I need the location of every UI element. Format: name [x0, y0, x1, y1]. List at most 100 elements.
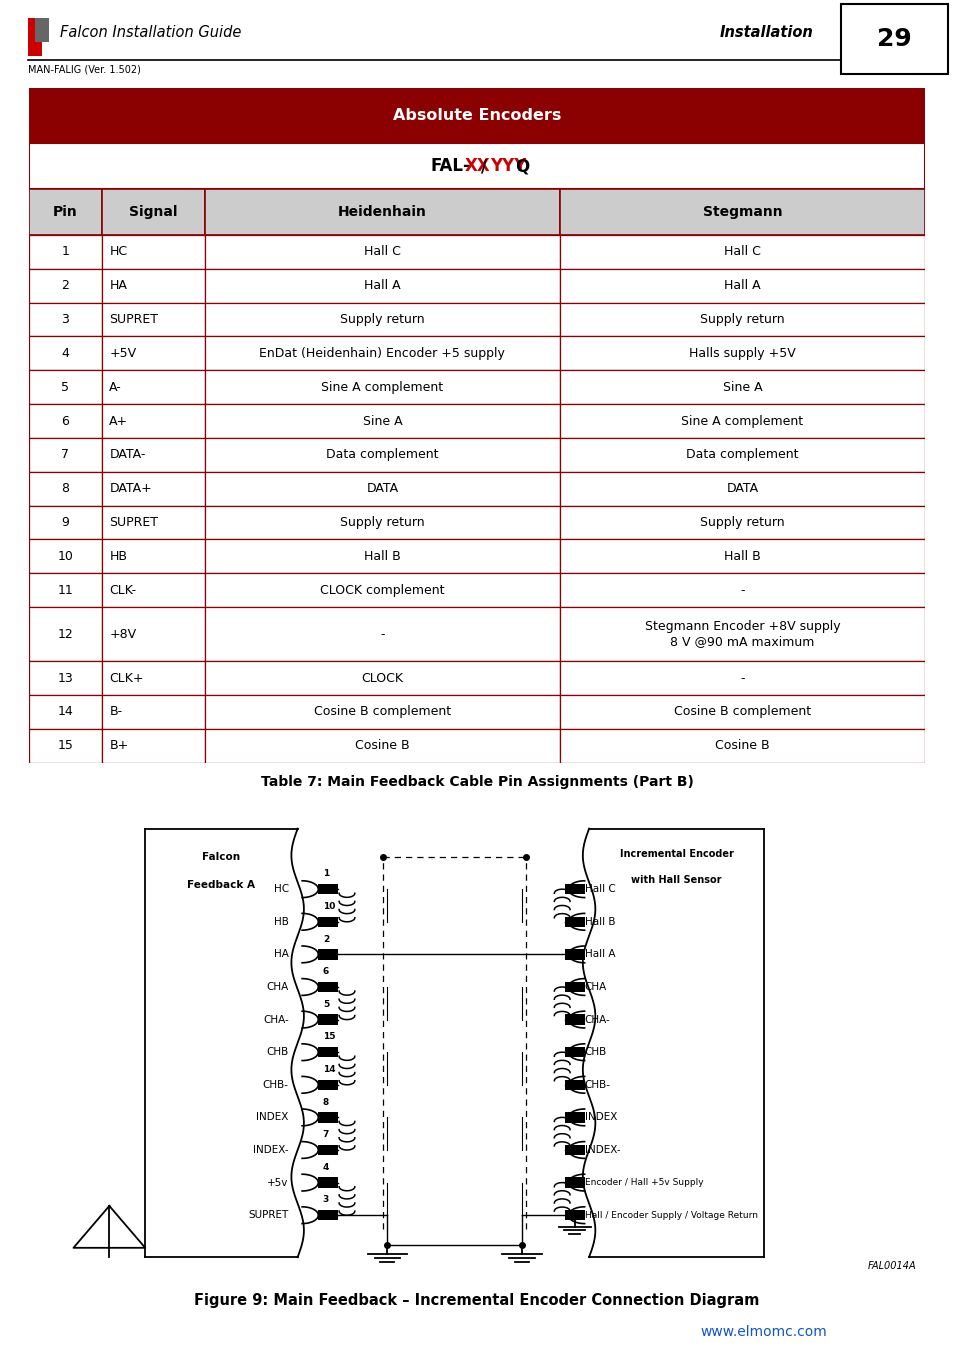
Text: 11: 11 — [57, 583, 73, 597]
Text: 1: 1 — [322, 869, 329, 879]
Bar — [558, 336, 924, 370]
Text: Table 7: Main Feedback Cable Pin Assignments (Part B): Table 7: Main Feedback Cable Pin Assignm… — [260, 775, 693, 788]
Text: 14: 14 — [322, 1065, 335, 1075]
Bar — [102, 608, 205, 662]
Text: 15: 15 — [57, 740, 73, 752]
Text: CLK-: CLK- — [110, 583, 136, 597]
Bar — [102, 370, 205, 404]
Text: DATA: DATA — [725, 482, 758, 495]
Bar — [318, 917, 337, 927]
Text: Installation: Installation — [720, 24, 813, 39]
Text: Supply return: Supply return — [339, 313, 424, 325]
Bar — [102, 729, 205, 763]
Text: Cosine B complement: Cosine B complement — [673, 706, 810, 718]
Bar — [102, 662, 205, 695]
Text: Encoder / Hall +5v Supply: Encoder / Hall +5v Supply — [584, 1179, 702, 1187]
Text: SUPRET: SUPRET — [110, 313, 158, 325]
Text: 29: 29 — [876, 27, 911, 51]
Text: Sine A: Sine A — [721, 381, 761, 394]
Text: CHB-: CHB- — [262, 1080, 289, 1089]
Text: DATA+: DATA+ — [110, 482, 152, 495]
Bar — [29, 404, 102, 437]
Bar — [205, 404, 558, 437]
Text: 7: 7 — [61, 448, 70, 462]
Bar — [558, 608, 924, 662]
Bar — [205, 506, 558, 540]
Text: 13: 13 — [57, 672, 73, 684]
Bar — [102, 189, 205, 235]
Text: Hall C: Hall C — [723, 246, 760, 258]
Bar — [564, 1014, 584, 1025]
Bar — [205, 370, 558, 404]
Text: Hall B: Hall B — [723, 549, 760, 563]
Bar — [29, 506, 102, 540]
Bar — [102, 574, 205, 608]
Text: +5V: +5V — [110, 347, 136, 360]
Text: CHA-: CHA- — [263, 1015, 289, 1025]
Text: EnDat (Heidenhain) Encoder +5 supply: EnDat (Heidenhain) Encoder +5 supply — [259, 347, 505, 360]
Bar — [318, 884, 337, 894]
Bar — [102, 302, 205, 336]
Text: Feedback A: Feedback A — [187, 879, 255, 890]
Bar — [564, 884, 584, 894]
Text: FAL0014A: FAL0014A — [867, 1261, 916, 1272]
Bar — [102, 695, 205, 729]
Bar — [318, 1210, 337, 1220]
Bar — [558, 404, 924, 437]
Text: HB: HB — [110, 549, 127, 563]
Bar — [205, 189, 558, 235]
Text: CHA-: CHA- — [584, 1015, 610, 1025]
Bar — [102, 269, 205, 302]
Bar — [29, 729, 102, 763]
Text: Figure 9: Main Feedback – Incremental Encoder Connection Diagram: Figure 9: Main Feedback – Incremental En… — [194, 1292, 759, 1308]
Bar — [29, 695, 102, 729]
Bar — [205, 695, 558, 729]
Text: Supply return: Supply return — [700, 516, 784, 529]
Text: Hall A: Hall A — [364, 279, 400, 292]
Text: MAN-FALIG (Ver. 1.502): MAN-FALIG (Ver. 1.502) — [28, 65, 141, 74]
Text: 10: 10 — [57, 549, 73, 563]
Text: +8V: +8V — [110, 628, 136, 641]
Text: CHA: CHA — [266, 981, 289, 992]
Bar — [558, 540, 924, 574]
Text: Signal: Signal — [130, 205, 178, 219]
Bar — [102, 235, 205, 269]
Text: Sine A: Sine A — [362, 414, 402, 428]
Text: HA: HA — [274, 949, 289, 960]
Bar — [102, 437, 205, 471]
Text: 12: 12 — [57, 628, 73, 641]
Text: CHA: CHA — [584, 981, 606, 992]
Bar — [318, 981, 337, 992]
Text: Stegmann Encoder +8V supply
8 V @90 mA maximum: Stegmann Encoder +8V supply 8 V @90 mA m… — [644, 620, 840, 648]
Text: 10: 10 — [322, 902, 335, 911]
Text: HC: HC — [110, 246, 128, 258]
Text: Cosine B: Cosine B — [715, 740, 769, 752]
Bar — [205, 729, 558, 763]
Bar — [558, 189, 924, 235]
Text: 5: 5 — [61, 381, 70, 394]
Bar — [558, 235, 924, 269]
Bar — [102, 506, 205, 540]
Text: CHB: CHB — [584, 1048, 606, 1057]
Bar — [29, 574, 102, 608]
Bar — [318, 1112, 337, 1122]
Bar — [205, 471, 558, 506]
Text: Data complement: Data complement — [326, 448, 438, 462]
Text: 2: 2 — [322, 934, 329, 944]
Bar — [205, 302, 558, 336]
Text: 6: 6 — [61, 414, 70, 428]
Bar — [29, 437, 102, 471]
Text: Hall B: Hall B — [584, 917, 615, 927]
Text: CHB: CHB — [266, 1048, 289, 1057]
Bar — [558, 302, 924, 336]
Bar — [318, 1177, 337, 1188]
Bar — [28, 18, 42, 57]
Text: Halls supply +5V: Halls supply +5V — [688, 347, 795, 360]
Bar — [564, 949, 584, 960]
Text: Sine A complement: Sine A complement — [321, 381, 443, 394]
Bar — [205, 269, 558, 302]
Bar — [558, 574, 924, 608]
Text: Hall A: Hall A — [723, 279, 760, 292]
Bar — [318, 1014, 337, 1025]
Text: INDEX-: INDEX- — [253, 1145, 289, 1156]
